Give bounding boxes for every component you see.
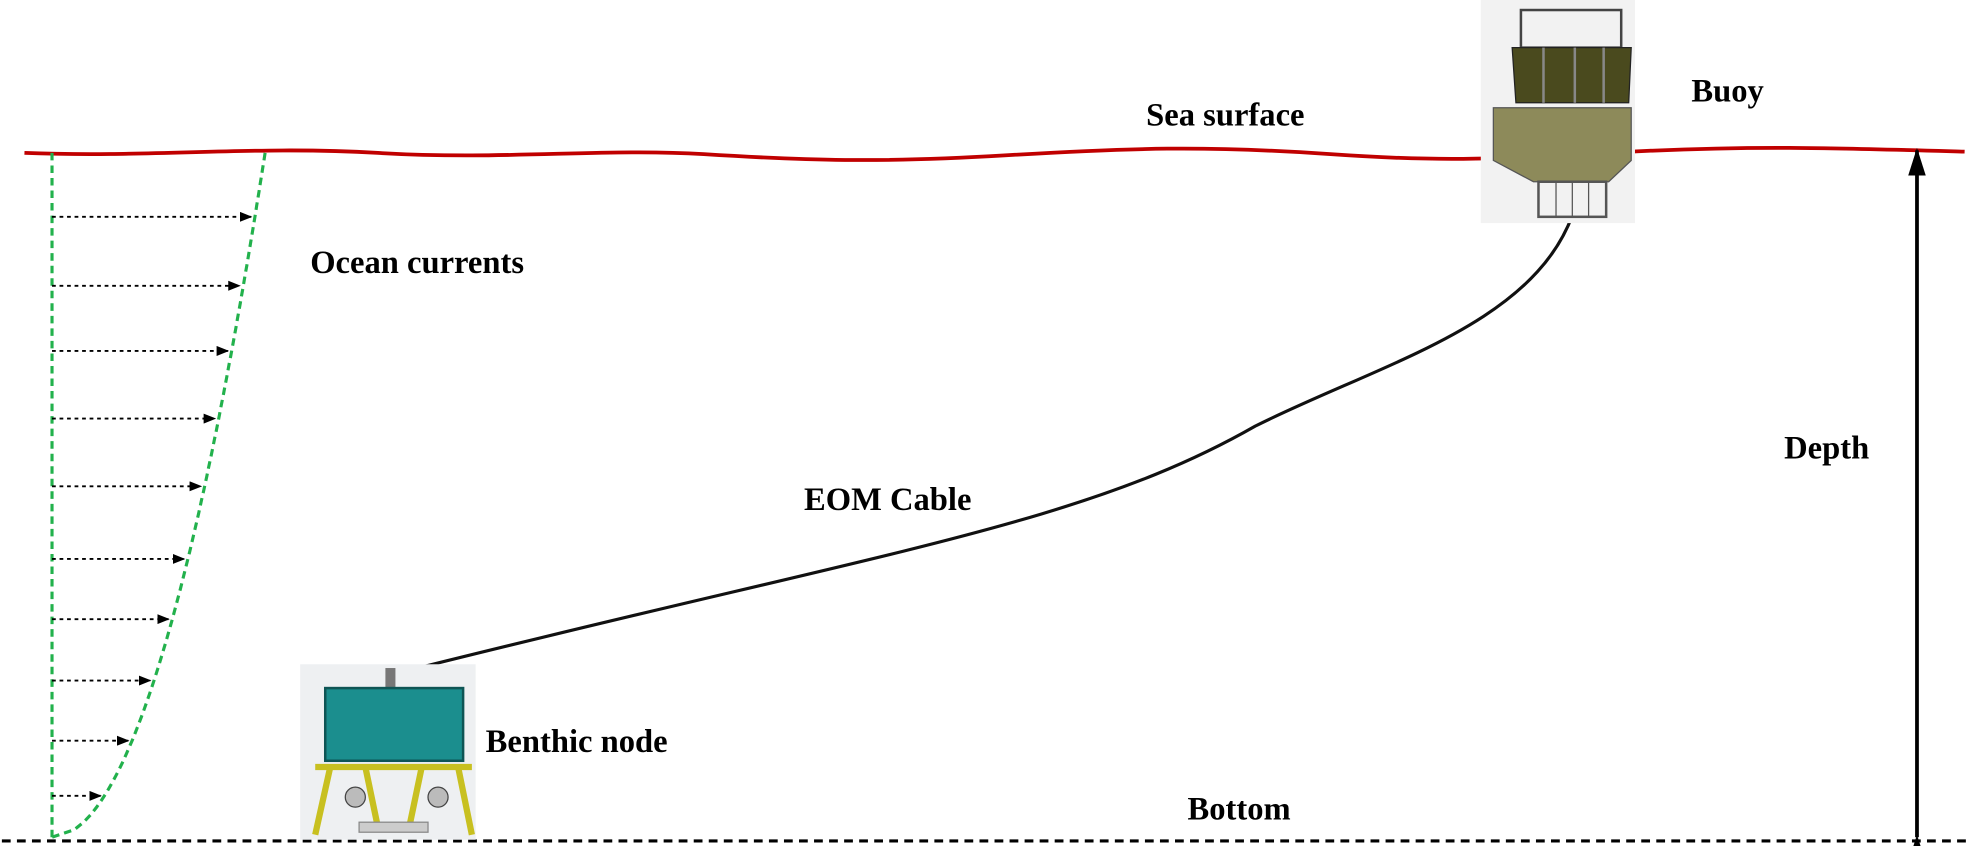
ocean-currents-label: Ocean currents <box>310 245 524 281</box>
buoy-label: Buoy <box>1691 74 1763 110</box>
buoy-icon <box>1480 0 1635 224</box>
eom-cable <box>392 215 1574 676</box>
bottom-label: Bottom <box>1188 792 1291 828</box>
sea-surface-line <box>24 145 1965 162</box>
current-arrows <box>52 211 253 801</box>
benthic-node-label: Benthic node <box>486 724 668 760</box>
current-profile <box>51 152 267 839</box>
eom-cable-label: EOM Cable <box>804 482 971 518</box>
depth-label: Depth <box>1784 431 1869 467</box>
sea-surface-label: Sea surface <box>1146 97 1304 133</box>
benthic-node-icon <box>300 664 476 840</box>
